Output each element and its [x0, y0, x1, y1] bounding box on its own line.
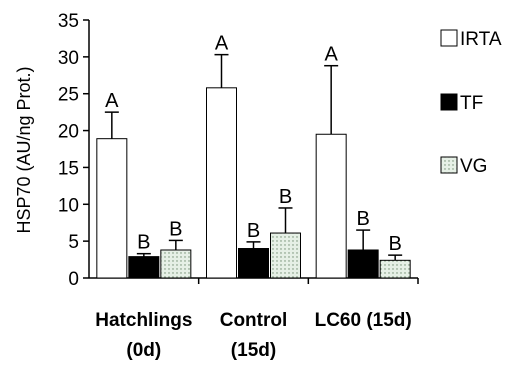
x-category-sublabel: (0d): [126, 340, 161, 361]
y-tick-label: 35: [58, 11, 79, 32]
bar-tf: [128, 256, 160, 279]
significance-label: B: [388, 233, 401, 255]
y-tick-label: 10: [58, 195, 79, 216]
bar-irta: [315, 133, 347, 279]
x-category-sublabel: (15d): [231, 340, 276, 361]
significance-label: B: [356, 208, 369, 230]
bar-tf: [238, 248, 269, 279]
bar-tf: [347, 249, 379, 279]
significance-label: A: [324, 44, 338, 66]
y-tick-label: 20: [58, 122, 79, 143]
legend: IRTA TF VG: [440, 29, 502, 177]
legend-label-vg: VG: [460, 156, 487, 177]
significance-label: B: [169, 218, 182, 240]
y-tick-label: 0: [68, 269, 79, 290]
bar-vg: [270, 232, 301, 279]
y-tick-label: 5: [68, 232, 79, 253]
error-bars: [104, 53, 403, 261]
y-axis-ticks: 0 5 10 15 20 25 30 35: [58, 11, 89, 290]
significance-label: B: [247, 220, 260, 242]
bar-irta: [206, 87, 237, 279]
significance-label: A: [105, 90, 119, 112]
legend-swatch-irta: [440, 29, 458, 47]
significance-label: B: [279, 186, 292, 208]
y-axis-label: HSP70 (AU/ng Prot.): [14, 66, 34, 233]
x-category-label: Hatchlings: [95, 310, 192, 331]
x-category-label: Control: [220, 310, 288, 331]
x-category-label: LC60 (15d): [315, 310, 412, 331]
legend-swatch-vg: [440, 156, 458, 174]
bars: [96, 87, 411, 279]
bar-vg: [379, 259, 411, 279]
y-tick-label: 15: [58, 158, 79, 179]
y-tick-label: 30: [58, 48, 79, 69]
y-tick-label: 25: [58, 85, 79, 106]
legend-label-irta: IRTA: [460, 29, 502, 50]
legend-swatch-tf: [440, 93, 458, 111]
x-axis-categories: Hatchlings (0d) Control (15d) LC60 (15d): [95, 310, 411, 361]
bar-vg: [160, 249, 192, 279]
legend-label-tf: TF: [460, 93, 483, 114]
bar-irta: [96, 138, 128, 279]
significance-label: A: [215, 33, 229, 55]
significance-label: B: [137, 232, 150, 254]
